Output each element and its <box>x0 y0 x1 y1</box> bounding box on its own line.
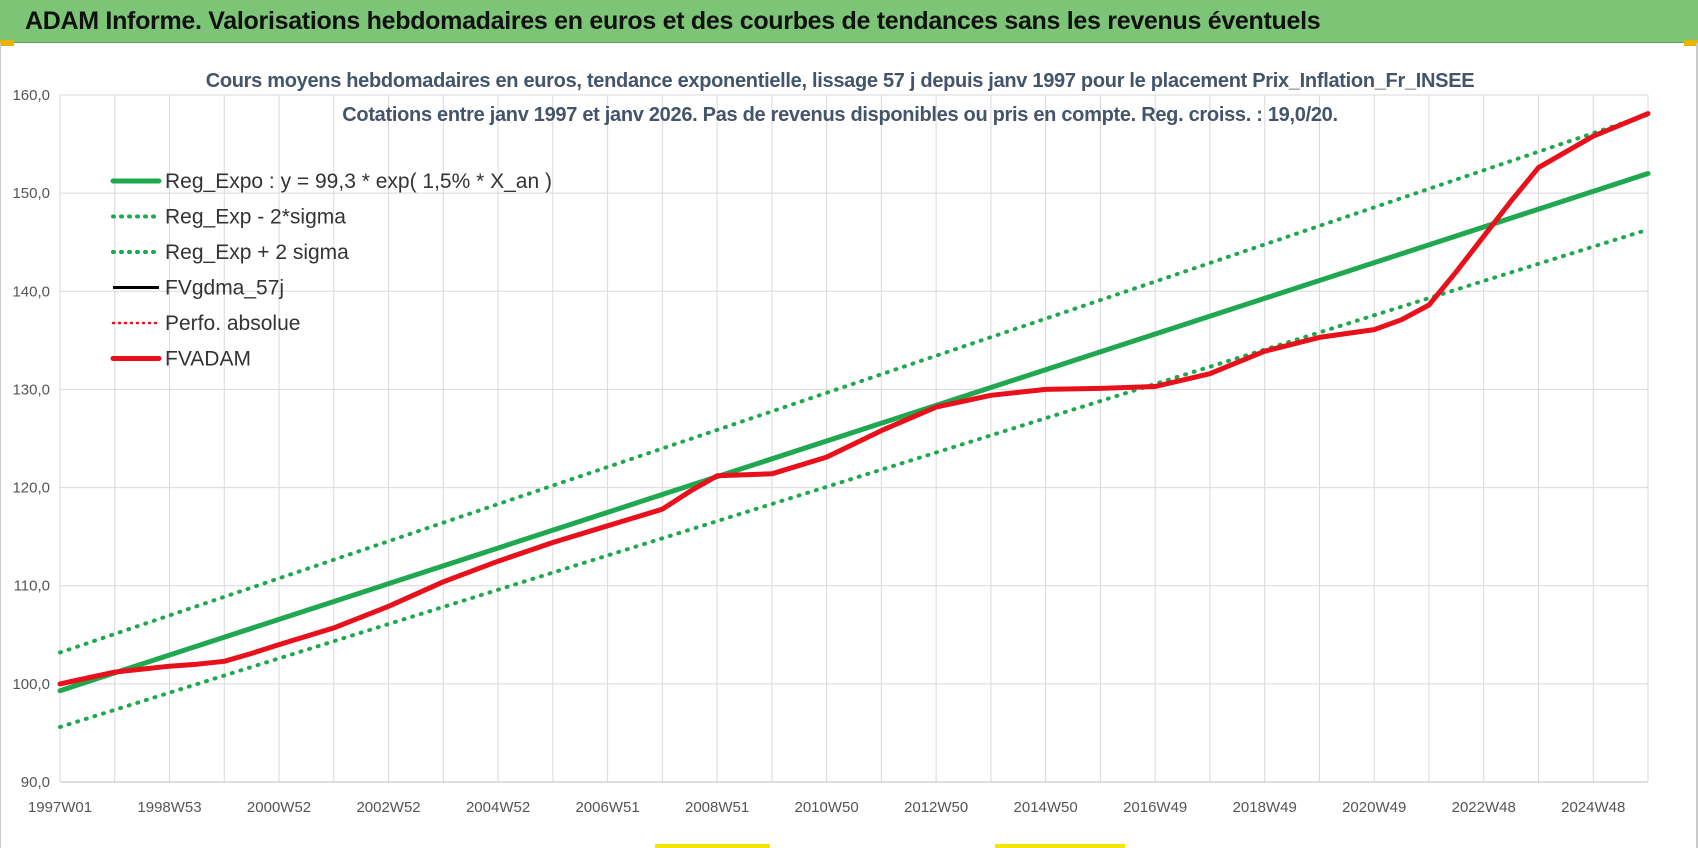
y-tick-label: 110,0 <box>14 578 50 595</box>
grid-lines <box>59 94 1649 783</box>
legend-label-0: Reg_Expo : y = 99,3 * exp( 1,5% * X_an ) <box>165 170 552 193</box>
y-tick-label: 130,0 <box>12 381 50 398</box>
x-tick-label: 2022W48 <box>1452 799 1516 816</box>
y-tick-label: 120,0 <box>12 480 50 497</box>
y-tick-label: 150,0 <box>12 185 50 202</box>
y-tick-label: 160,0 <box>12 87 50 104</box>
series-lines <box>57 111 1651 729</box>
y-axis-ticks: 90,0 100,0 110,0 120,0 130,0 140,0 150,0 160,0 <box>12 87 50 791</box>
series-line-0 <box>57 171 1651 694</box>
x-tick-label: 2000W52 <box>247 799 311 816</box>
x-tick-label: 2002W52 <box>356 799 420 816</box>
x-tick-label: 2010W50 <box>795 799 859 816</box>
title-banner: ADAM Informe. Valorisations hebdomadaire… <box>0 0 1698 43</box>
legend-label-1: Reg_Exp - 2*sigma <box>165 206 346 229</box>
chart-subtitle: Cotations entre janv 1997 et janv 2026. … <box>342 104 1338 126</box>
x-axis-ticks: 1997W01 1998W53 2000W52 2002W52 2004W52 2006W… <box>28 799 1625 816</box>
x-tick-label: 2018W49 <box>1233 799 1297 816</box>
x-tick-label: 1997W01 <box>28 799 92 816</box>
series-line-1 <box>58 227 1650 729</box>
x-tick-label: 2012W50 <box>904 799 968 816</box>
chart-frame <box>0 43 1698 848</box>
corner-marker-left <box>0 40 14 46</box>
series-line-2 <box>58 112 1650 655</box>
legend-label-3: FVgdma_57j <box>165 277 284 300</box>
x-tick-label: 2024W48 <box>1561 799 1625 816</box>
x-tick-label: 2004W52 <box>466 799 530 816</box>
y-tick-label: 140,0 <box>12 283 50 300</box>
chart-title: Cours moyens hebdomadaires en euros, ten… <box>205 70 1475 92</box>
bottom-accent-1 <box>655 844 770 848</box>
bottom-accent-2 <box>995 844 1125 848</box>
legend-label-2: Reg_Exp + 2 sigma <box>165 241 349 264</box>
corner-marker-right <box>1684 40 1698 46</box>
banner-title: ADAM Informe. Valorisations hebdomadaire… <box>25 7 1321 35</box>
series-line-5 <box>57 111 1651 687</box>
x-tick-label: 2020W49 <box>1342 799 1406 816</box>
x-tick-label: 1998W53 <box>137 799 201 816</box>
x-tick-label: 2006W51 <box>575 799 639 816</box>
legend: Reg_Expo : y = 99,3 * exp( 1,5% * X_an )… <box>110 170 552 371</box>
legend-label-4: Perfo. absolue <box>165 312 300 335</box>
legend-label-5: FVADAM <box>165 348 251 371</box>
y-tick-label: 100,0 <box>12 676 50 693</box>
y-tick-label: 90,0 <box>21 774 50 791</box>
x-tick-label: 2016W49 <box>1123 799 1187 816</box>
x-tick-label: 2014W50 <box>1014 799 1078 816</box>
x-tick-label: 2008W51 <box>685 799 749 816</box>
